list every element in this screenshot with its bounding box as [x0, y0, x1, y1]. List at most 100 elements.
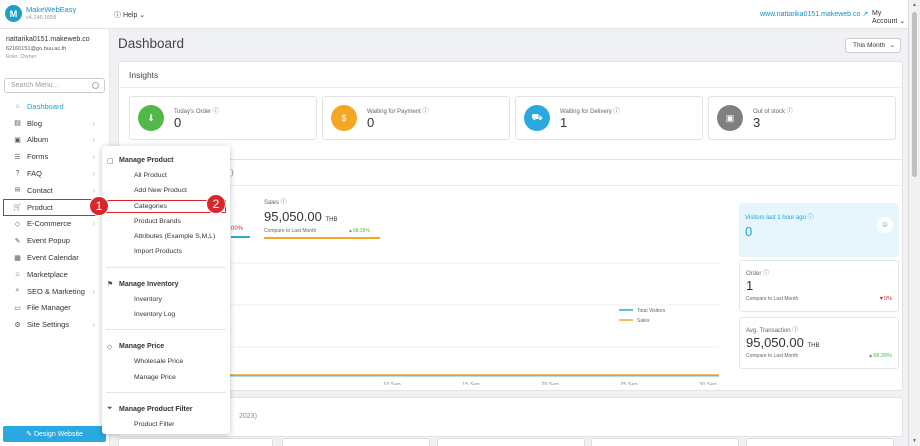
- lower-panel: 2023): [118, 397, 903, 437]
- chevron-right-icon: ›: [92, 169, 95, 179]
- sales-compare: Compare to Last Month ▲68.39%: [264, 228, 380, 239]
- submenu-section-title: ⚑ Manage Inventory: [107, 280, 179, 289]
- analytics-panel: ) Sales ⓘ 95,050.00 THB Compare to Last …: [118, 159, 903, 391]
- order-change: ▼0%: [878, 296, 892, 302]
- insight-value: 3: [753, 115, 761, 130]
- submenu-item-wholesale-price[interactable]: Wholesale Price: [134, 358, 184, 366]
- inventory-icon: ⚑: [107, 281, 114, 289]
- insight-label: Out of stock ⓘ: [753, 109, 793, 115]
- avg-transaction-card: Avg. Transaction ⓘ 95,050.00 THB Compare…: [739, 317, 899, 369]
- insight-card[interactable]: ⬇ Today's Order ⓘ 0: [129, 96, 317, 140]
- insights-panel: Insights ⬇ Today's Order ⓘ 0 $ Waiting fo…: [118, 61, 903, 165]
- product-submenu: ▢ Manage Product All Product Add New Produc…: [102, 146, 230, 434]
- hidden-title-fragment: ): [231, 168, 234, 177]
- sidebar-item-faq[interactable]: ? FAQ ›: [0, 165, 109, 182]
- scroll-up-icon[interactable]: ▲: [912, 2, 917, 8]
- menu-divider: [106, 266, 226, 268]
- search-icon: [92, 82, 99, 89]
- marketplace-icon: ⌂: [15, 270, 20, 278]
- chevron-right-icon: ›: [92, 286, 95, 296]
- help-menu[interactable]: ⓘ Help ⌄: [114, 12, 146, 19]
- avg-change: ▲68.39%: [867, 353, 892, 359]
- submenu-item-add-new-product[interactable]: Add New Product: [134, 187, 187, 195]
- order-label: Order ⓘ: [746, 271, 770, 277]
- sidebar-item-label: Event Popup: [27, 236, 70, 246]
- bottom-card: [118, 438, 273, 446]
- sidebar-item-site-settings[interactable]: ⚙ Site Settings ›: [0, 316, 109, 333]
- sidebar-item-event-popup[interactable]: ✎ Event Popup: [0, 232, 109, 249]
- submenu-item-product-brands[interactable]: Product Brands: [134, 217, 181, 225]
- scroll-down-icon[interactable]: ▼: [912, 438, 917, 444]
- submenu-item-attributes-example-s-m-l[interactable]: Attributes (Example S,M,L): [134, 233, 216, 241]
- album-icon: ▣: [14, 136, 21, 144]
- page-scrollbar[interactable]: ▲ ▼: [908, 0, 920, 446]
- sidebar-item-seo-marketing[interactable]: ⌕ SEO & Marketing ›: [0, 283, 109, 300]
- product-icon: ▢: [107, 157, 114, 165]
- sidebar-item-e-commerce[interactable]: ◇ E-Commerce ›: [0, 216, 109, 233]
- insight-card[interactable]: ▣ Out of stock ⓘ 3: [708, 96, 896, 140]
- bottom-card: [282, 438, 430, 446]
- top-bar: M MakeWebEasy v4.146.1658 ⓘ Help ⌄ www.n…: [0, 0, 908, 29]
- sidebar-item-album[interactable]: ▣ Album ›: [0, 132, 109, 149]
- sidebar-menu: ⌂ Dashboard ▤ Blog › ▣ Album › ☰ Forms ›? FAQ › ✉ Cont…: [0, 98, 109, 333]
- sidebar-item-contact[interactable]: ✉ Contact ›: [0, 182, 109, 199]
- insight-value: 1: [560, 115, 568, 130]
- popup-icon: ✎: [14, 237, 21, 245]
- sidebar-item-label: E-Commerce: [27, 219, 72, 229]
- page-title: Dashboard: [118, 36, 185, 51]
- sidebar-item-forms[interactable]: ☰ Forms ›: [0, 148, 109, 165]
- submenu-item-all-product[interactable]: All Product: [134, 172, 167, 179]
- search-menu-input[interactable]: Search Menu...: [4, 78, 105, 93]
- submenu-item-categories[interactable]: Categories: [105, 199, 227, 214]
- shop-name: nattarika0151.makeweb.co: [6, 36, 90, 43]
- avg-value: 95,050.00 THB: [746, 335, 820, 350]
- menu-divider: [106, 391, 226, 393]
- sidebar-item-label: Forms: [27, 152, 49, 162]
- calendar-icon: ▦: [14, 254, 21, 262]
- submenu-item-product-filter[interactable]: Product Filter: [134, 420, 175, 428]
- sidebar-item-event-calendar[interactable]: ▦ Event Calendar: [0, 249, 109, 266]
- order-card: Order ⓘ 1 Compare to Last Month ▼0%: [739, 260, 899, 312]
- sidebar-item-marketplace[interactable]: ⌂ Marketplace: [0, 266, 109, 283]
- scrollbar-thumb[interactable]: [912, 12, 917, 177]
- chevron-right-icon: ›: [92, 185, 95, 195]
- contact-icon: ✉: [14, 187, 21, 195]
- submenu-item-inventory[interactable]: Inventory: [134, 295, 162, 303]
- my-account-menu[interactable]: My Account ⌄: [872, 10, 906, 25]
- sidebar-item-file-manager[interactable]: ▭ File Manager: [0, 300, 109, 317]
- submenu-item-inventory-log[interactable]: Inventory Log: [134, 311, 176, 319]
- x-tick-label: 30 Sep: [699, 382, 716, 385]
- main-content: Dashboard This Month ⌄ Insights ⬇ Today's…: [110, 29, 908, 446]
- period-select[interactable]: This Month ⌄: [845, 38, 901, 53]
- sidebar-item-dashboard[interactable]: ⌂ Dashboard: [0, 98, 109, 115]
- user-role: Role: Owner: [6, 54, 37, 60]
- submenu-item-import-products[interactable]: Import Products: [134, 248, 182, 256]
- sidebar-item-label: Contact: [27, 185, 53, 195]
- insights-title: Insights: [119, 62, 902, 88]
- order-value: 1: [746, 278, 754, 293]
- insight-card[interactable]: ⛟ Waiting for Delivery ⓘ 1: [515, 96, 703, 140]
- sales-change: ▲68.39%: [348, 228, 370, 234]
- app-logo[interactable]: M MakeWebEasy v4.146.1658: [5, 5, 76, 22]
- submenu-item-manage-price[interactable]: Manage Price: [134, 373, 176, 381]
- filter-icon: ⏷: [107, 405, 113, 413]
- x-tick-label: 25 Sep: [620, 382, 637, 385]
- price-tag-icon: ◇: [107, 343, 113, 351]
- insight-card[interactable]: $ Waiting for Payment ⓘ 0: [322, 96, 510, 140]
- submenu-section-title: ⏷ Manage Product Filter: [107, 405, 193, 413]
- insight-label: Today's Order ⓘ: [174, 109, 219, 115]
- chevron-right-icon: ›: [92, 320, 95, 330]
- home-icon: ⌂: [15, 102, 20, 110]
- sidebar-item-label: Album: [27, 135, 49, 145]
- insight-value: 0: [367, 115, 375, 130]
- x-tick-label: 20 Sep: [541, 382, 558, 385]
- visitors-label: Visitors last 1 hour ago ⓘ: [745, 215, 814, 221]
- website-link[interactable]: www.nattarika0151.makeweb.co ↗: [760, 11, 869, 18]
- bottom-card: [746, 438, 894, 446]
- avg-compare: Compare to Last Month: [746, 353, 799, 359]
- design-website-button[interactable]: ✎ Design Website: [3, 426, 106, 442]
- sidebar-item-label: File Manager: [27, 303, 71, 313]
- sidebar-item-label: Product: [27, 202, 53, 212]
- sidebar-item-blog[interactable]: ▤ Blog ›: [0, 115, 109, 132]
- gear-icon: ⚙: [14, 321, 21, 329]
